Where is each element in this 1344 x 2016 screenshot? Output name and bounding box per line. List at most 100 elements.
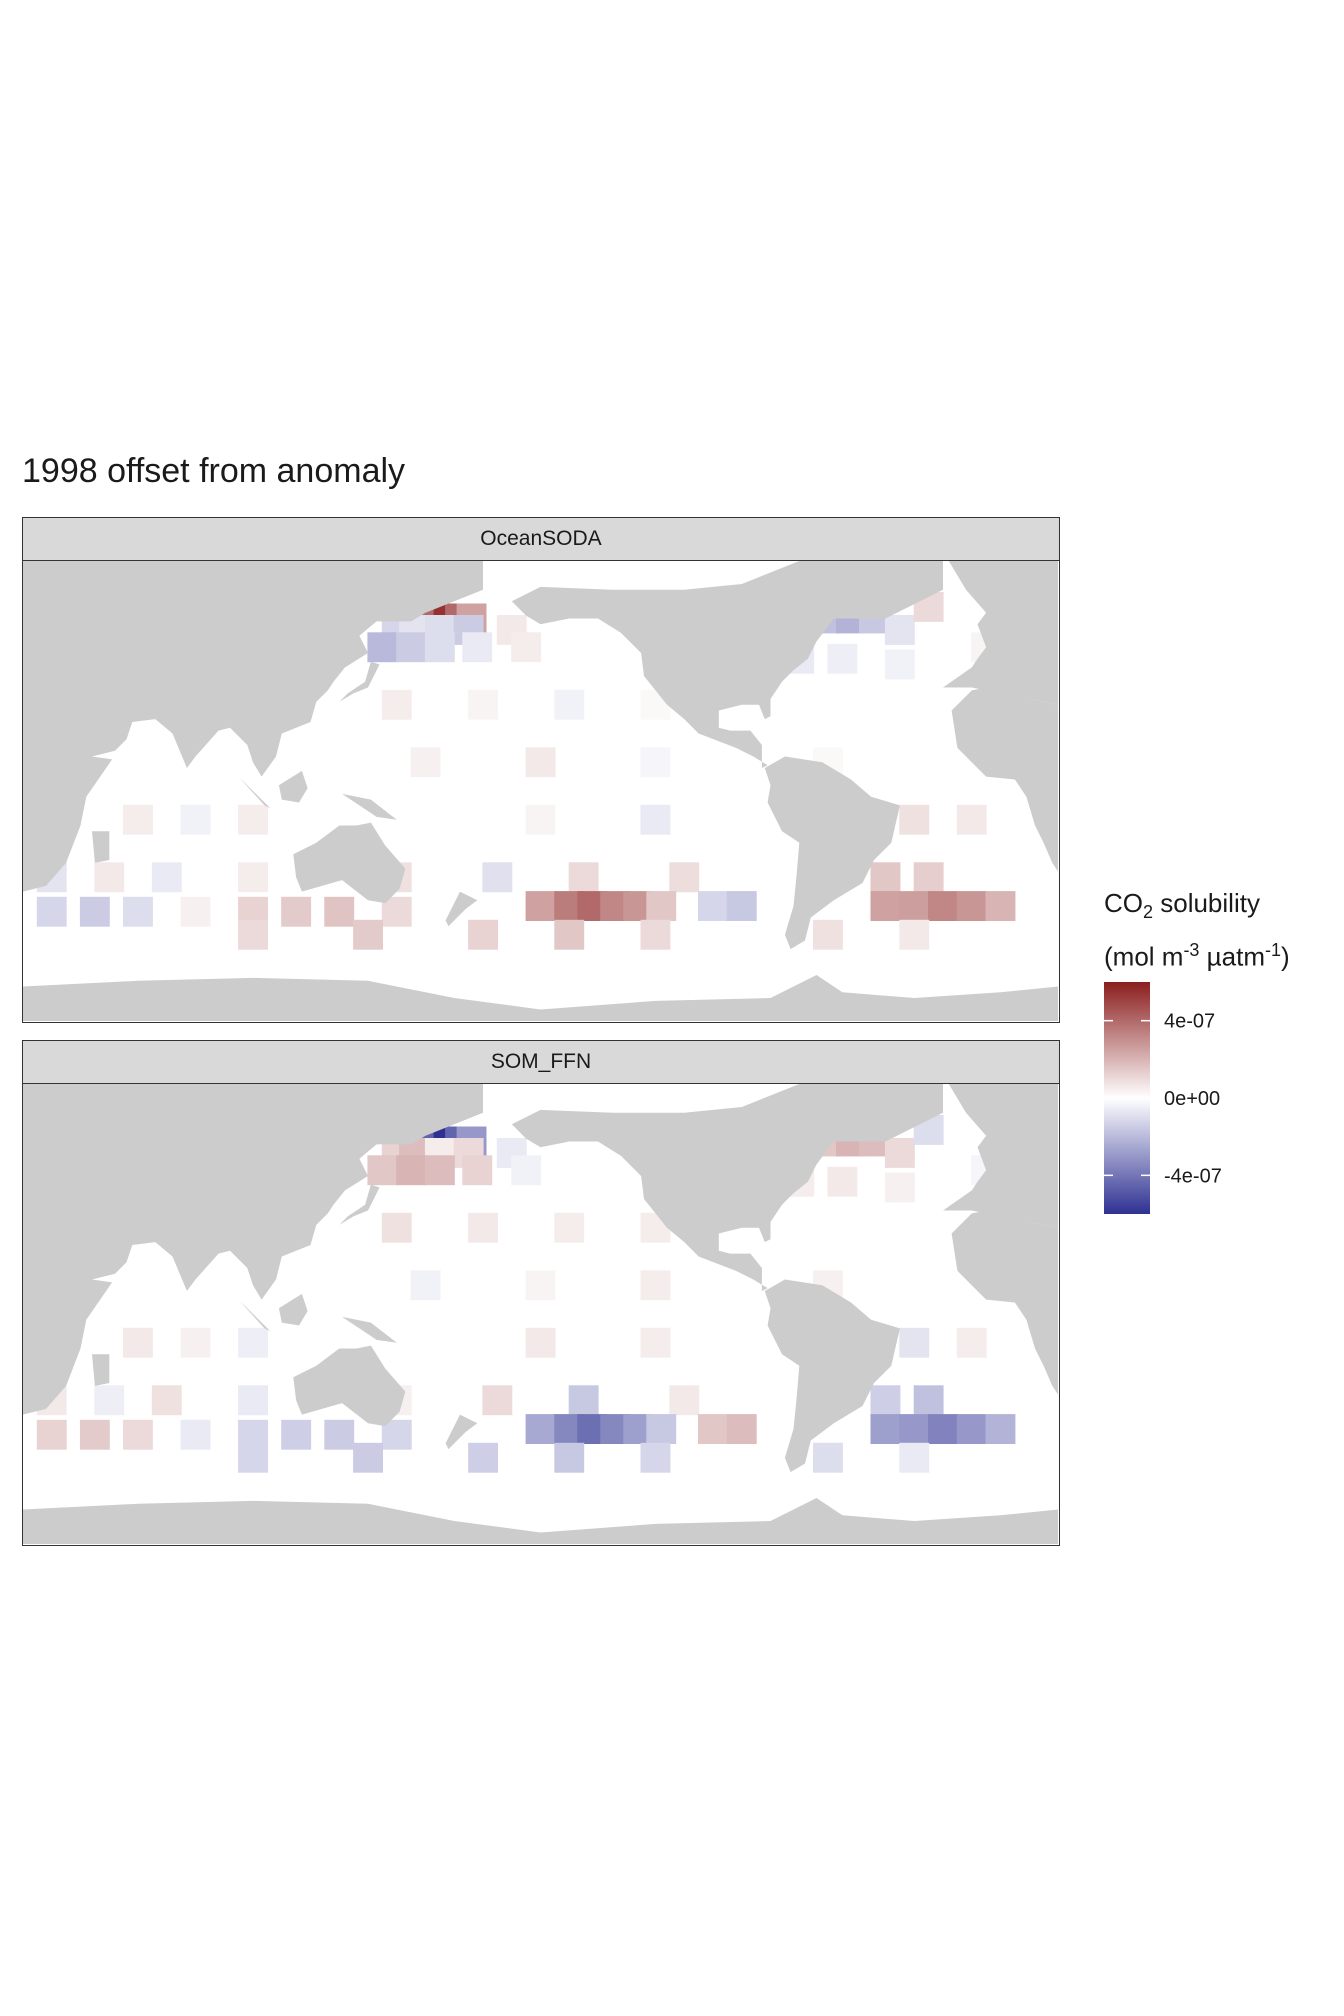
heatmap-cell (813, 919, 843, 950)
heatmap-cell (884, 1172, 915, 1203)
land-mass (339, 661, 380, 702)
heatmap-cell (468, 1212, 498, 1243)
heatmap-cell (554, 919, 585, 950)
land-mass (951, 684, 1058, 872)
land-mass (342, 793, 397, 820)
heatmap-cell (482, 862, 513, 893)
land-mass (951, 1207, 1058, 1395)
heatmap-cell (870, 891, 901, 921)
heatmap-cell (324, 896, 355, 927)
heatmap-cell (554, 689, 585, 720)
heatmap-cell (468, 919, 498, 950)
heatmap-cell (180, 1419, 211, 1450)
heatmap-cell (324, 1419, 355, 1450)
heatmap-cell (669, 862, 700, 893)
facet-strip-label: OceanSODA (23, 518, 1059, 561)
heatmap-cell (525, 1414, 556, 1444)
heatmap-cell (899, 1327, 930, 1358)
legend-title: CO2 solubility (mol m-3 µatm-1) (1104, 888, 1290, 972)
heatmap-cell (525, 804, 556, 835)
heatmap-cell (180, 804, 211, 835)
heatmap-cell (462, 632, 493, 663)
heatmap-cell (238, 919, 268, 950)
heatmap-cell (238, 1442, 268, 1473)
heatmap-cell (367, 1155, 398, 1186)
heatmap-cell (79, 896, 110, 927)
land-mass (445, 1414, 478, 1450)
heatmap-cell (640, 1327, 671, 1358)
heatmap-cell (381, 689, 412, 720)
heatmap-cell (899, 919, 930, 950)
heatmap-cell (180, 1327, 211, 1358)
heatmap-cell (726, 891, 757, 921)
heatmap-cell (870, 862, 901, 893)
legend-tick-label: 0e+00 (1164, 1088, 1220, 1110)
heatmap-cell (468, 1442, 498, 1473)
heatmap-cell (381, 896, 412, 927)
land-mass (23, 561, 483, 892)
facet-panel-oceansoda: OceanSODA (22, 517, 1060, 1023)
heatmap-cell (396, 632, 427, 663)
land-mass (23, 975, 1058, 1021)
land-mass (23, 1498, 1058, 1544)
land-mass (238, 776, 271, 809)
land-mass (764, 756, 900, 950)
heatmap-cell (123, 1419, 153, 1450)
heatmap-cell (525, 1270, 556, 1301)
heatmap-cell (525, 1327, 556, 1358)
land-mass (813, 561, 943, 619)
heatmap-cell (396, 1155, 427, 1186)
heatmap-cell (956, 891, 987, 921)
land-mass (293, 1345, 406, 1427)
heatmap-cell (281, 896, 312, 927)
land-mass (764, 1279, 900, 1473)
heatmap-cell (511, 632, 542, 663)
heatmap-cell (640, 747, 671, 778)
heatmap-cell (94, 1385, 125, 1416)
heatmap-cell (468, 689, 498, 720)
heatmap-cell (36, 896, 67, 927)
heatmap-cell (36, 1419, 67, 1450)
land-mass (293, 822, 406, 904)
chart-title: 1998 offset from anomaly (22, 452, 406, 490)
color-legend: CO2 solubility (mol m-3 µatm-1) 4e-07 0e+… (1104, 884, 1334, 1214)
heatmap-cell (956, 1414, 987, 1444)
land-mass (92, 831, 110, 863)
land-mass (278, 770, 308, 803)
heatmap-cell (525, 891, 556, 921)
heatmap-cell (238, 1385, 268, 1416)
heatmap-cell (353, 919, 383, 950)
heatmap-cell (151, 1385, 182, 1416)
heatmap-cell (410, 1270, 441, 1301)
heatmap-cell (568, 862, 599, 893)
heatmap-cell (353, 1442, 383, 1473)
land-mass (278, 1293, 308, 1326)
heatmap-cell (640, 804, 671, 835)
map-plot-oceansoda (23, 561, 1058, 1021)
land-mass (339, 1184, 380, 1225)
heatmap-cell (884, 1138, 915, 1168)
heatmap-cell (640, 1442, 671, 1473)
heatmap-cell (956, 804, 987, 835)
heatmap-cell (238, 804, 268, 835)
heatmap-cell (913, 1385, 944, 1416)
heatmap-cell (899, 804, 930, 835)
heatmap-cell (827, 643, 858, 674)
heatmap-cell (123, 804, 153, 835)
heatmap-cell (424, 1155, 455, 1186)
legend-tick-label: -4e-07 (1164, 1165, 1222, 1187)
heatmap-cell (79, 1419, 110, 1450)
heatmap-cell (640, 1270, 671, 1301)
heatmap-cell (123, 1327, 153, 1358)
land-mass (813, 1084, 943, 1142)
heatmap-cell (928, 891, 958, 921)
heatmap-cell (884, 649, 915, 680)
heatmap-cell (870, 1385, 901, 1416)
heatmap-cell (813, 1442, 843, 1473)
heatmap-cell (827, 1166, 858, 1197)
heatmap-cell (899, 1442, 930, 1473)
heatmap-cell (525, 747, 556, 778)
heatmap-cell (238, 862, 268, 893)
land-mass (342, 1316, 397, 1343)
heatmap-cell (281, 1419, 312, 1450)
